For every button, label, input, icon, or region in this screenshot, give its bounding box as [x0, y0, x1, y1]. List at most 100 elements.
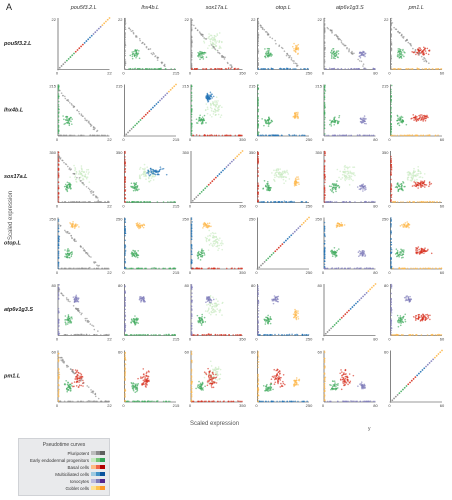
data-point [124, 46, 126, 48]
data-point [257, 34, 260, 37]
data-point [92, 134, 95, 137]
data-point [390, 300, 392, 303]
data-point [331, 32, 333, 34]
data-point [398, 119, 401, 122]
data-point [135, 185, 138, 188]
data-point [78, 334, 81, 336]
data-point [303, 68, 306, 70]
data-point [407, 176, 410, 179]
data-point [297, 176, 299, 178]
data-point [57, 227, 60, 229]
data-point [62, 134, 64, 137]
data-point [328, 329, 331, 332]
data-point [390, 251, 393, 253]
data-point [298, 183, 300, 186]
data-point [279, 245, 282, 247]
data-point [390, 118, 392, 120]
data-point [65, 334, 67, 336]
tick-label: 0 [189, 270, 192, 275]
data-point [257, 162, 259, 165]
data-point [423, 114, 426, 117]
data-point [205, 97, 208, 100]
data-point [191, 301, 193, 304]
data-point [323, 17, 326, 20]
data-point [216, 67, 219, 70]
data-point [334, 267, 336, 270]
data-point [141, 173, 144, 175]
data-point [64, 253, 67, 255]
data-point [85, 176, 88, 179]
data-point [139, 297, 142, 300]
data-point [97, 199, 100, 202]
data-point [324, 154, 326, 157]
data-point [190, 267, 193, 269]
data-point [75, 294, 78, 297]
data-point [266, 183, 269, 186]
data-point [257, 101, 259, 103]
data-point [335, 33, 337, 36]
data-point [419, 114, 422, 116]
data-point [348, 48, 350, 50]
data-point [190, 309, 193, 311]
data-point [64, 95, 66, 98]
data-point [67, 314, 70, 316]
data-point [323, 185, 326, 187]
data-point [124, 17, 126, 20]
data-point [84, 117, 86, 120]
data-point [347, 172, 350, 175]
data-point [402, 181, 404, 183]
data-point [284, 176, 287, 178]
data-point [358, 60, 361, 62]
data-point [345, 178, 348, 180]
data-point [57, 225, 60, 227]
data-point [75, 172, 78, 175]
data-point [204, 236, 207, 239]
data-point [326, 26, 329, 29]
data-point [89, 36, 91, 39]
data-point [131, 53, 134, 55]
data-point [440, 333, 443, 336]
data-point [206, 134, 209, 137]
data-point [139, 68, 142, 70]
data-point [394, 68, 397, 70]
data-point [257, 319, 259, 322]
data-point [323, 257, 326, 260]
data-point [69, 223, 72, 225]
data-point [264, 56, 267, 59]
data-point [297, 227, 300, 230]
data-point [361, 250, 364, 252]
data-point [323, 85, 326, 88]
data-point [65, 115, 68, 118]
data-point [362, 65, 364, 67]
data-point [211, 36, 214, 39]
data-point [257, 304, 259, 307]
data-point [303, 134, 305, 137]
data-point [348, 178, 350, 181]
data-point [406, 299, 408, 302]
data-point [57, 294, 60, 296]
data-point [337, 52, 340, 55]
data-point [364, 67, 366, 70]
data-point [191, 299, 193, 301]
data-point [425, 316, 427, 319]
data-point [202, 334, 204, 336]
data-point [190, 238, 193, 240]
data-point [427, 316, 430, 319]
data-point [293, 230, 296, 233]
data-point [148, 201, 151, 203]
data-point [134, 315, 136, 317]
data-point [296, 333, 298, 336]
data-point [190, 295, 193, 298]
data-point [205, 122, 207, 124]
data-point [405, 123, 408, 126]
data-point [272, 302, 275, 305]
data-point [425, 318, 427, 321]
data-point [144, 201, 146, 203]
data-point [69, 134, 72, 137]
data-point [402, 134, 404, 137]
data-point [214, 44, 217, 47]
data-point [332, 251, 335, 254]
data-point [323, 255, 326, 257]
data-point [267, 314, 269, 317]
data-point [206, 222, 209, 225]
